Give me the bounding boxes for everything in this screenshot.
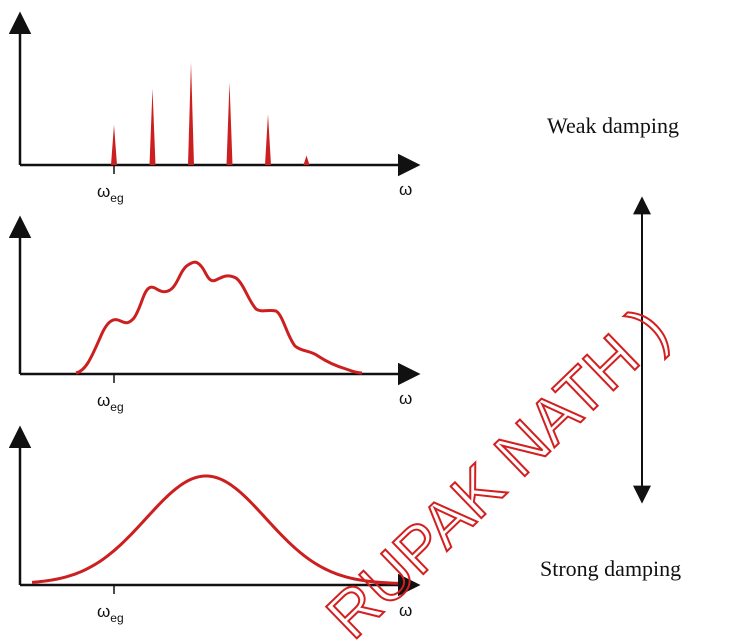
- spectral-line: [111, 124, 117, 165]
- panel-weak-damping: ωeg ω: [8, 11, 421, 205]
- gaussian-curve: [31, 474, 399, 585]
- bumpy-envelope-curve: [75, 260, 363, 375]
- spectral-line: [265, 114, 271, 165]
- spectral-line: [226, 82, 233, 165]
- panel-strong-damping: ωeg ω: [8, 425, 421, 625]
- damping-scale: Weak damping Strong damping: [540, 113, 681, 581]
- omega-eg-label: ωeg: [97, 182, 124, 205]
- x-axis-label-omega: ω: [399, 180, 412, 199]
- spectral-line: [303, 155, 310, 165]
- spectral-lines: [111, 62, 310, 165]
- x-axis-label-omega: ω: [399, 389, 412, 408]
- x-axis-label-omega: ω: [399, 601, 412, 620]
- spectral-line: [149, 88, 156, 165]
- spectral-line: [188, 62, 194, 165]
- watermark-text: RUPAK NATH ): [313, 293, 681, 641]
- omega-eg-label: ωeg: [97, 602, 124, 625]
- weak-damping-label: Weak damping: [547, 113, 679, 138]
- strong-damping-label: Strong damping: [540, 556, 681, 581]
- omega-eg-label: ωeg: [97, 391, 124, 414]
- panel-intermediate-damping: ωeg ω: [8, 215, 421, 414]
